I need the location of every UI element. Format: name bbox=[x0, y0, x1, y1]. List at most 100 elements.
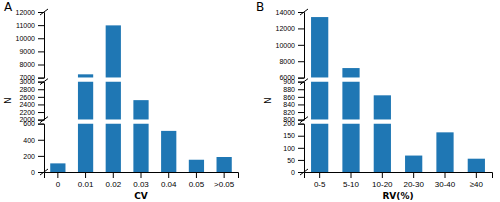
bar bbox=[436, 132, 453, 172]
tick-mark bbox=[298, 45, 304, 46]
tick: 2600 bbox=[19, 94, 44, 101]
tick-mark bbox=[224, 172, 225, 178]
tick-label: 12000 bbox=[16, 9, 36, 16]
panel: B0501001502000-55-1010-2020-3030-40≥40RV… bbox=[256, 0, 493, 201]
tick: 30-40 bbox=[435, 172, 456, 189]
tick-label: 200 bbox=[23, 153, 35, 160]
tick-label: 800 bbox=[283, 116, 295, 123]
tick-label: 100 bbox=[283, 145, 295, 152]
tick-mark bbox=[38, 25, 44, 26]
bar bbox=[78, 124, 93, 172]
y-axis: 050100150200 bbox=[283, 120, 304, 175]
tick: 0.05 bbox=[189, 172, 205, 189]
tick: 20-30 bbox=[403, 172, 424, 189]
x-axis-title: CV bbox=[134, 191, 148, 201]
segment: 700080009000100001100012000 bbox=[16, 9, 121, 82]
tick-mark bbox=[38, 97, 44, 98]
tick-label: 14000 bbox=[276, 9, 296, 16]
tick-mark bbox=[38, 51, 44, 52]
panel: A020040060000.010.020.030.040.05>0.05CV2… bbox=[3, 0, 239, 201]
tick-mark bbox=[476, 172, 477, 178]
segment: 200022002400260028003000 bbox=[19, 0, 148, 123]
tick: 150 bbox=[283, 132, 304, 139]
tick-mark bbox=[38, 38, 44, 39]
tick-mark bbox=[298, 97, 304, 98]
tick-label: 0 bbox=[31, 169, 35, 176]
tick-mark bbox=[113, 172, 114, 178]
bar bbox=[78, 74, 93, 77]
bar bbox=[311, 124, 328, 172]
tick-mark bbox=[196, 172, 197, 178]
segment: 800820840860880900 bbox=[283, 0, 391, 123]
tick: 0 bbox=[31, 169, 44, 176]
panel-title: A bbox=[4, 0, 13, 14]
y-axis: 700080009000100001100012000 bbox=[16, 9, 45, 82]
tick: 2400 bbox=[19, 101, 44, 108]
tick: 880 bbox=[283, 86, 304, 93]
tick-label: 10000 bbox=[16, 35, 36, 42]
tick-mark bbox=[38, 78, 44, 79]
break-mark bbox=[40, 9, 48, 15]
x-axis: 0-55-1010-2020-3030-40≥40 bbox=[305, 172, 493, 189]
tick-mark bbox=[298, 104, 304, 105]
tick-mark bbox=[413, 172, 414, 178]
tick-label: 11000 bbox=[16, 22, 35, 29]
axis-line bbox=[38, 13, 45, 79]
tick-label: 8000 bbox=[279, 58, 295, 65]
tick-mark bbox=[38, 65, 44, 66]
y-axis-title: N bbox=[263, 97, 273, 104]
segment: 020040060000.010.020.030.040.05>0.05 bbox=[23, 0, 238, 189]
tick-mark bbox=[298, 89, 304, 90]
bar bbox=[133, 100, 148, 119]
tick: 10000 bbox=[16, 35, 44, 42]
bar bbox=[311, 82, 328, 120]
tick: 14000 bbox=[276, 9, 304, 16]
tick-label: 2200 bbox=[19, 109, 35, 116]
tick: 50 bbox=[287, 157, 304, 164]
tick-mark bbox=[298, 112, 304, 113]
bar bbox=[217, 157, 232, 172]
tick-label: 30-40 bbox=[435, 180, 456, 189]
tick-label: 0.04 bbox=[161, 180, 177, 189]
x-axis-title: RV(%) bbox=[382, 191, 413, 201]
break-mark bbox=[40, 169, 48, 175]
break-mark bbox=[40, 117, 48, 123]
bar bbox=[374, 95, 391, 119]
tick: 11000 bbox=[16, 22, 44, 29]
tick-mark bbox=[382, 172, 383, 178]
tick: 820 bbox=[283, 109, 304, 116]
bar bbox=[342, 68, 359, 78]
tick: 400 bbox=[23, 136, 44, 143]
bar bbox=[50, 163, 65, 172]
panel-title: B bbox=[256, 0, 264, 14]
bar bbox=[106, 124, 121, 172]
bar bbox=[342, 124, 359, 172]
tick-label: 400 bbox=[23, 136, 35, 143]
tick-label: 2400 bbox=[19, 101, 35, 108]
tick-label: 12000 bbox=[276, 25, 296, 32]
tick: 860 bbox=[283, 94, 304, 101]
tick: 0.03 bbox=[133, 172, 149, 189]
tick: 2200 bbox=[19, 109, 44, 116]
tick-mark bbox=[298, 148, 304, 149]
tick-mark bbox=[445, 172, 446, 178]
tick-label: 8000 bbox=[19, 61, 35, 68]
tick: 0.04 bbox=[161, 172, 177, 189]
tick: 7000 bbox=[19, 74, 44, 81]
tick-mark bbox=[298, 78, 304, 79]
tick-mark bbox=[298, 160, 304, 161]
tick: 5-10 bbox=[343, 172, 360, 189]
tick: 12000 bbox=[276, 25, 304, 32]
tick-label: 0 bbox=[291, 169, 295, 176]
tick-label: >0.05 bbox=[214, 180, 235, 189]
tick: 0 bbox=[56, 172, 61, 189]
tick-label: ≥40 bbox=[470, 180, 484, 189]
tick-mark bbox=[38, 89, 44, 90]
tick-mark bbox=[298, 136, 304, 137]
tick-mark bbox=[38, 112, 44, 113]
bars bbox=[311, 124, 485, 172]
tick: 2800 bbox=[19, 86, 44, 93]
bar bbox=[161, 131, 176, 172]
bar bbox=[133, 124, 148, 172]
tick-mark bbox=[85, 172, 86, 178]
